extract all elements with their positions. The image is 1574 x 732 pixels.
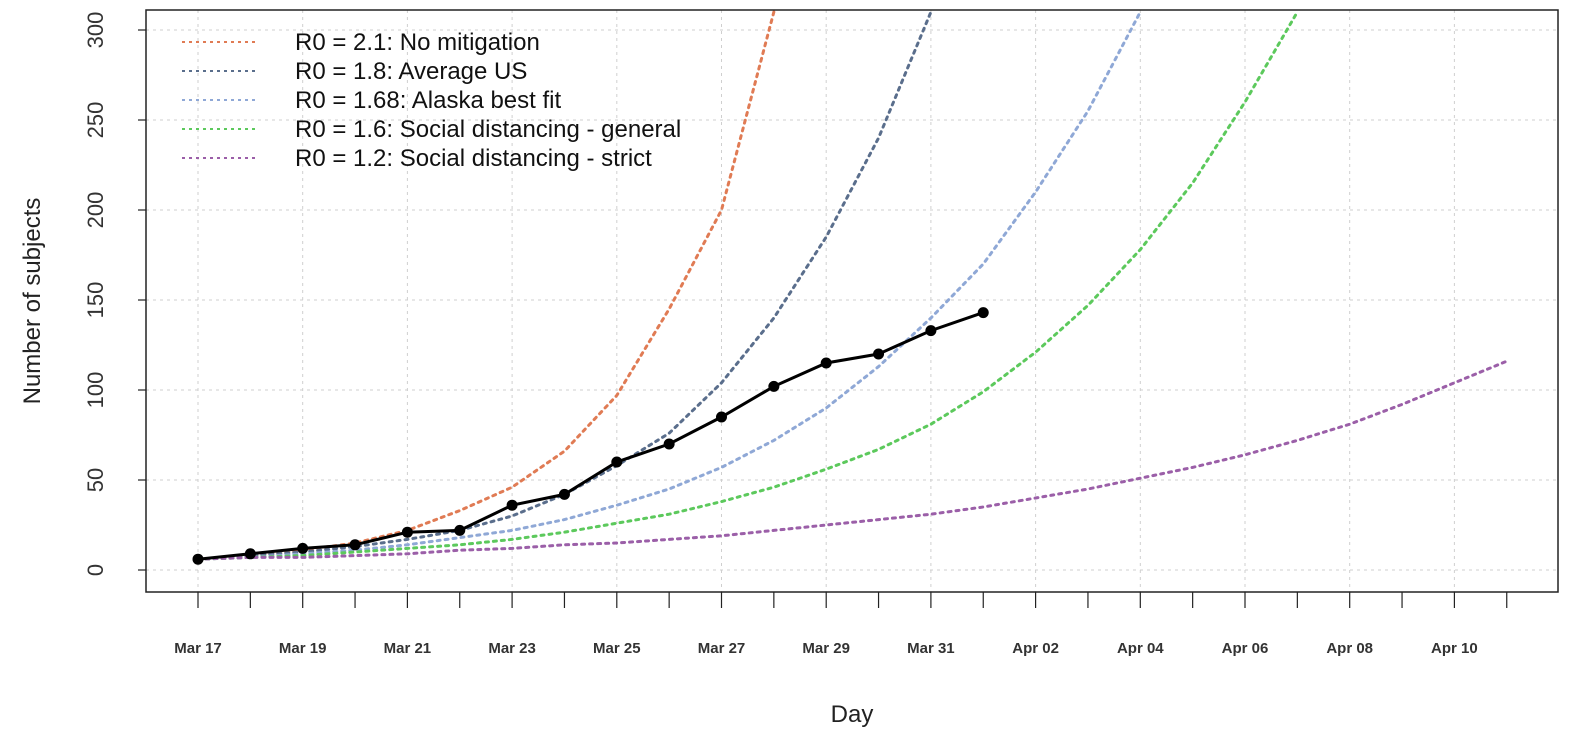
y-tick-label: 0: [83, 564, 108, 576]
observed-point: [401, 526, 413, 538]
observed-point: [716, 411, 727, 423]
y-tick-label: 250: [83, 102, 108, 139]
observed-point: [454, 524, 466, 536]
series-line-3: [196, 10, 1299, 561]
x-axis-title: Day: [831, 701, 874, 728]
legend-label-0: R0 = 2.1: No mitigation: [295, 29, 540, 56]
x-tick-label: Apr 08: [1326, 640, 1373, 657]
x-tick-label: Apr 02: [1012, 640, 1059, 657]
plot-box: [145, 9, 1559, 593]
x-tick-label: Mar 23: [488, 640, 536, 657]
legend-label-1: R0 = 1.8: Average US: [295, 58, 527, 85]
y-axis: 0 50 100 150 200 250 300: [83, 12, 146, 576]
legend-label-2: R0 = 1.68: Alaska best fit: [295, 87, 561, 114]
x-tick-label: Apr 10: [1431, 640, 1478, 657]
x-tick-label: Apr 04: [1117, 640, 1164, 657]
x-tick-label: Mar 29: [802, 640, 850, 657]
observed-point: [244, 548, 256, 560]
observed-point: [925, 325, 937, 337]
observed-layer: [192, 307, 989, 565]
x-tick-label: Apr 06: [1222, 640, 1269, 657]
observed-point: [663, 438, 675, 450]
observed-point: [611, 456, 623, 468]
legend-label-3: R0 = 1.6: Social distancing - general: [295, 116, 681, 143]
observed-point: [977, 307, 989, 319]
x-tick-label: Mar 17: [174, 640, 222, 657]
observed-point: [820, 357, 832, 369]
x-axis: Mar 17 Mar 19 Mar 21 Mar 23 Mar 25 Mar 27 Mar …: [174, 592, 1508, 657]
x-tick-label: Mar 27: [698, 640, 746, 657]
observed-point: [873, 348, 885, 360]
x-tick-label: Mar 25: [593, 640, 641, 657]
legend-label-4: R0 = 1.2: Social distancing - strict: [295, 145, 652, 172]
y-tick-label: 150: [83, 282, 108, 319]
observed-point: [506, 499, 518, 511]
observed-point: [192, 553, 204, 565]
y-tick-label: 50: [83, 468, 108, 492]
series-line-1: [196, 10, 933, 561]
y-tick-label: 100: [83, 372, 108, 409]
observed-point: [558, 488, 570, 500]
y-tick-label: 200: [83, 192, 108, 229]
grid: [146, 10, 1558, 592]
series-layer: [196, 10, 1509, 561]
observed-point: [297, 542, 309, 554]
y-axis-title: Number of subjects: [19, 198, 46, 405]
x-tick-label: Mar 31: [907, 640, 955, 657]
x-tick-label: Mar 21: [384, 640, 432, 657]
observed-point: [768, 380, 780, 392]
x-tick-label: Mar 19: [279, 640, 327, 657]
observed-point: [349, 539, 361, 551]
y-tick-label: 300: [83, 12, 108, 49]
series-line-4: [196, 359, 1509, 561]
observed-line: [197, 311, 984, 561]
